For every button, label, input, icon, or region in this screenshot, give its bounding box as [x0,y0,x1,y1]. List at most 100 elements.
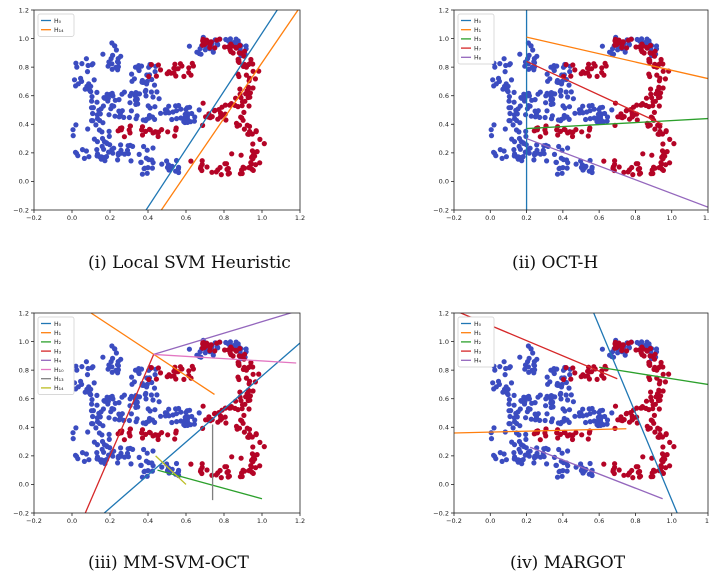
blue-point [615,350,621,356]
red-point [209,472,215,478]
red-point [165,432,171,438]
blue-point [174,116,180,122]
blue-point [576,107,583,113]
blue-point [507,118,513,124]
red-point [203,343,209,349]
blue-point [78,378,84,384]
hyperplanes [454,313,708,513]
blue-point [143,87,149,93]
red-point [189,363,195,369]
red-point [640,346,646,352]
red-point [256,371,262,377]
blue-point [156,96,162,102]
red-point [660,156,666,162]
blue-point [530,47,536,53]
red-point [127,123,133,129]
red-point [222,347,228,353]
red-point [655,122,661,128]
x-tick-label: 0.0 [67,214,77,222]
red-point [250,68,256,74]
legend-label: H₁ [474,27,482,34]
blue-point [506,98,512,104]
blue-point [501,56,507,62]
red-point [226,473,232,479]
hyperplanes [525,10,708,210]
red-point [200,100,206,106]
blue-point [644,36,650,42]
blue-point [134,399,140,405]
blue-point [523,431,529,437]
red-point [648,474,654,480]
hyperplanes [84,313,300,513]
red-point [637,468,643,475]
blue-point [83,56,89,62]
red-point [177,61,183,67]
red-point [612,403,619,409]
blue-point [514,414,520,420]
red-point [658,359,664,366]
red-point [585,436,591,442]
red-point [233,348,239,354]
blue-point [115,453,122,459]
blue-point [511,153,517,159]
red-point [647,345,654,352]
red-point [561,126,567,132]
red-point [139,132,146,138]
blue-point [565,448,571,454]
red-point [648,86,654,92]
red-point [261,141,267,147]
y-tick-label: 0.0 [19,481,29,489]
blue-point [111,103,117,109]
blue-point [526,52,532,59]
red-point [173,127,179,133]
points-group [488,34,677,178]
red-point [646,71,652,77]
y-tick-label: 0.2 [19,149,29,157]
red-point [250,444,256,450]
blue-point [518,458,524,464]
blue-point [517,449,524,455]
blue-point [136,366,142,372]
blue-point [79,147,86,153]
red-point [198,467,204,473]
blue-point [133,419,139,425]
blue-point [133,90,139,96]
blue-point [154,392,160,398]
blue-point [506,401,512,407]
blue-point [81,155,87,161]
blue-point [500,86,506,92]
red-point [618,417,624,423]
blue-point [184,408,190,414]
blue-point [566,385,572,391]
blue-point [70,127,76,133]
blue-point [540,147,546,153]
blue-point [591,409,597,415]
blue-point [511,450,517,456]
hyperplane-line-2 [599,366,708,386]
red-point [121,134,127,140]
blue-point [83,451,89,457]
red-point [171,373,177,379]
red-point [543,130,549,136]
blue-point [562,408,568,414]
red-point [662,379,669,385]
red-point [253,432,259,438]
blue-point [527,145,533,151]
hyperplane-line-3 [84,354,155,513]
blue-point [118,53,124,59]
blue-point [72,452,79,458]
blue-point [492,64,498,70]
blue-point [83,359,89,365]
blue-point [510,425,516,431]
y-tick-label: 0.6 [439,395,449,403]
blue-point [186,43,192,49]
blue-point [144,78,150,84]
y-tick-label: 0.2 [19,452,29,460]
red-point [663,129,669,135]
hyperplane-line-1 [160,10,299,210]
blue-point [202,47,208,53]
blue-point [83,148,89,154]
red-point [616,467,622,473]
hyperplane-line-4 [153,313,293,356]
blue-point [118,142,124,148]
